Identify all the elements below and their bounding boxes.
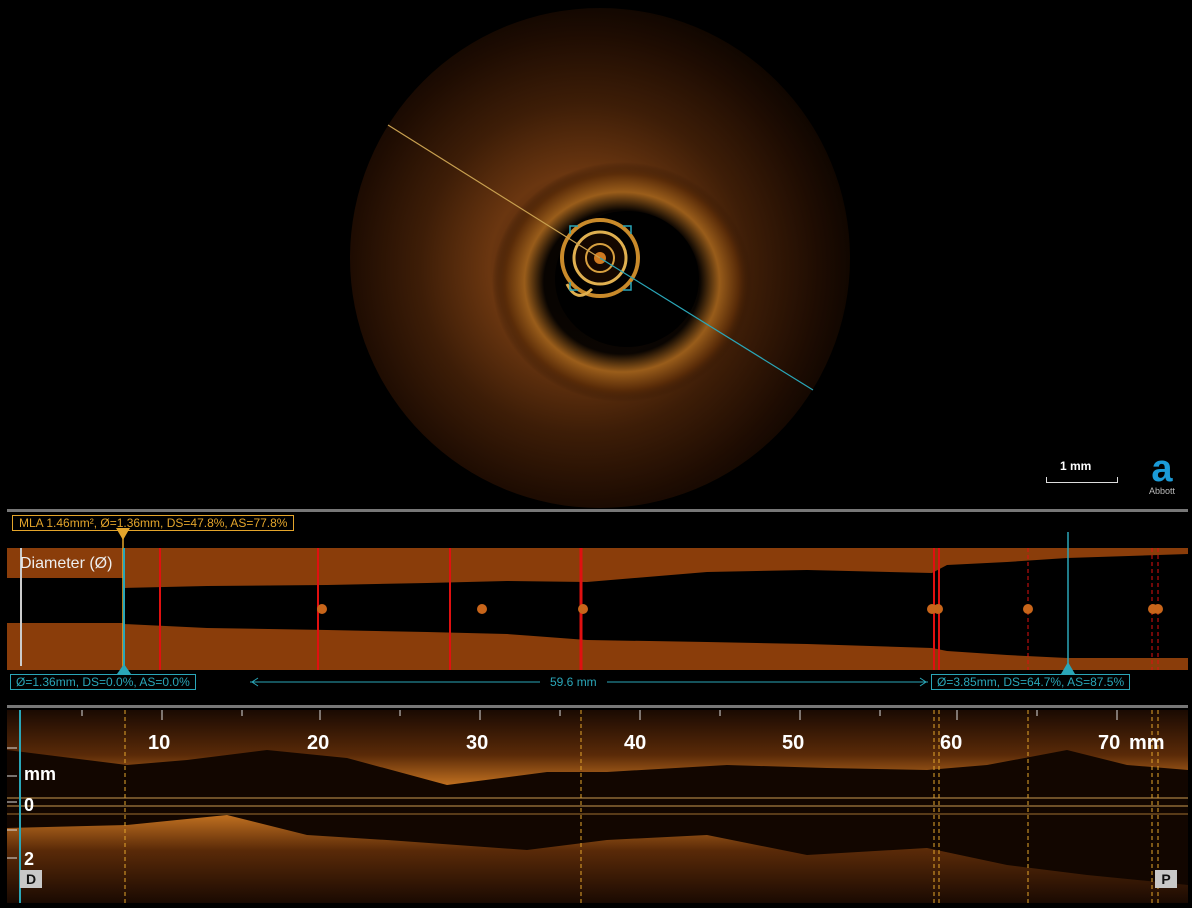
long-view-tick-70: 70 xyxy=(1098,732,1121,754)
left-reference-handle xyxy=(117,664,131,674)
panel-divider-top xyxy=(7,509,1188,512)
logo-text: Abbott xyxy=(1148,486,1176,496)
cross-section-view[interactable] xyxy=(7,4,1188,508)
right-reference-handle xyxy=(1061,662,1075,674)
long-view-axis-unit: mm xyxy=(1129,732,1165,754)
mla-marker-handle xyxy=(116,528,130,540)
longitudinal-oct-image xyxy=(7,710,1188,903)
long-view-tick-60: 60 xyxy=(940,732,963,754)
long-view-tick-40: 40 xyxy=(624,732,647,754)
oct-cross-section-image xyxy=(350,8,850,508)
logo-mark: a xyxy=(1151,448,1173,490)
scale-bar-label: 1 mm xyxy=(1060,459,1092,473)
right-reference-measurement[interactable]: Ø=3.85mm, DS=64.7%, AS=87.5% xyxy=(931,674,1131,690)
lumen-diameter-profile[interactable] xyxy=(7,548,1188,670)
depth-axis-unit: mm xyxy=(24,764,57,784)
distal-button[interactable]: D xyxy=(20,870,42,888)
long-view-tick-30: 30 xyxy=(466,732,489,754)
depth-tick-0: 0 xyxy=(24,795,35,815)
long-view-tick-20: 20 xyxy=(307,732,330,754)
long-view-tick-10: 10 xyxy=(148,732,171,754)
diameter-profile-graph xyxy=(7,548,1188,670)
panel-divider-bottom xyxy=(7,705,1188,708)
frame-markers[interactable] xyxy=(0,528,1192,688)
diameter-panel-label: Diameter (Ø) xyxy=(20,555,113,572)
longitudinal-view[interactable] xyxy=(7,710,1188,903)
depth-tick-2: 2 xyxy=(24,849,35,869)
scale-bar xyxy=(1046,477,1118,483)
left-reference-measurement[interactable]: Ø=1.36mm, DS=0.0%, AS=0.0% xyxy=(10,674,196,690)
proximal-button[interactable]: P xyxy=(1155,870,1177,888)
long-view-tick-50: 50 xyxy=(782,732,805,754)
mla-measurement-label[interactable]: MLA 1.46mm², Ø=1.36mm, DS=47.8%, AS=77.8… xyxy=(12,515,295,531)
lesion-length-label: 59.6 mm xyxy=(540,674,607,690)
abbott-logo: a Abbott xyxy=(1140,448,1184,496)
